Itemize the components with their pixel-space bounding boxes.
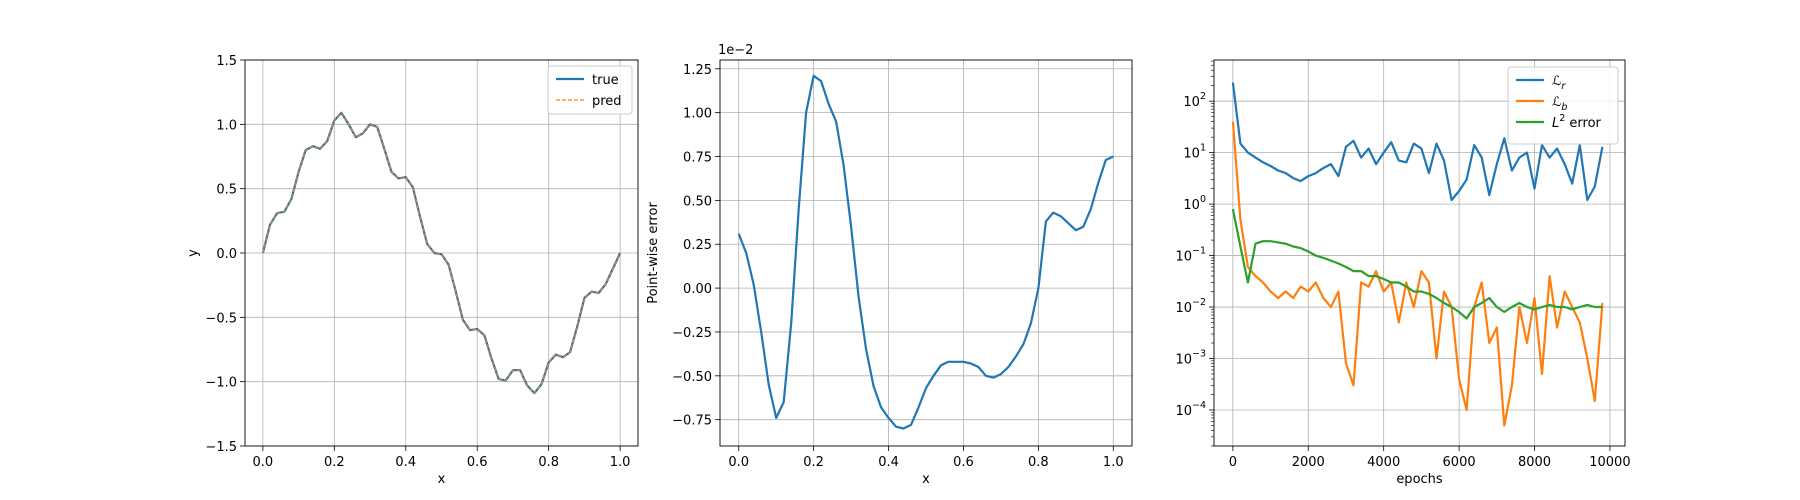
plot-frame [1213,59,1626,447]
y-tick-label: 10−1 [1175,246,1206,265]
x-tick-label: 4000 [1367,455,1400,470]
y-tick-base: 10 [1183,198,1200,213]
x-tick-label: 0.0 [728,455,749,470]
y-tick-exponent: 1 [1200,143,1206,154]
legend-entry-label: ℒr [1552,74,1566,92]
y-tick-label: −0.75 [672,414,712,429]
y-tick-exponent: 0 [1200,194,1206,205]
y-axis-label: Point-wise error [646,202,661,304]
x-axis-label: x [922,472,930,487]
series-line-pred [262,112,621,394]
x-axis-label: epochs [1396,472,1443,487]
chart-panel-1: 0.0 0.2 0.4 0.6 0.8 1.0 −1.5 −1.0 −0.5 0.0 0.5 1.0 1… [186,54,639,487]
y-tick-label: 10−3 [1175,349,1206,368]
x-tick-label: 10000 [1589,455,1630,470]
x-tick-label: 0.6 [467,455,488,470]
y-tick-exponent: −4 [1192,400,1206,411]
y-tick-label: −1.0 [205,376,237,391]
y-tick-label: 1.00 [683,107,712,122]
y-tick-label: 100 [1183,194,1206,213]
x-tick-label: 2000 [1292,455,1325,470]
x-tick-label: 0.2 [324,455,345,470]
y-tick-label: −0.50 [672,370,712,385]
x-tick-label: 0.6 [953,455,974,470]
y-tick-label: −1.5 [205,440,237,455]
y-tick-exponent: −3 [1192,349,1206,360]
x-axis-label: x [438,472,446,487]
chart-panel-3: 0 2000 4000 6000 8000 1000010−410−310−210−110… [1175,59,1631,487]
x-tick-label: 0 [1229,455,1237,470]
x-tick-label: 0.4 [395,455,416,470]
x-tick-label: 0.8 [538,455,559,470]
x-tick-label: 1.0 [610,455,631,470]
series-line--b [1231,121,1604,427]
y-tick-label: 0.75 [683,151,712,166]
y-tick-label: −0.5 [205,311,237,326]
y-tick-base: 10 [1183,95,1200,110]
y-tick-label: 1.5 [216,54,237,69]
legend-entry-label: ℒb [1552,95,1567,113]
plot-frame [244,59,639,447]
legend: true pred [547,65,633,115]
y-tick-base: 10 [1175,301,1192,316]
chart-panel-2: 0.0 0.2 0.4 0.6 0.8 1.0 −0.75 −0.50 −0.25 0.00 0.2… [646,43,1133,487]
series-line-1 [737,74,1114,430]
x-tick-label: 0.8 [1028,455,1049,470]
y-tick-label: 0.5 [216,183,237,198]
y-tick-label: 0.0 [216,247,237,262]
y-axis-label: y [186,249,201,257]
series-line--r [1231,82,1604,202]
y-tick-exponent: −2 [1192,297,1206,308]
x-tick-label: 8000 [1518,455,1551,470]
x-tick-label: 6000 [1443,455,1476,470]
y-tick-label: −0.25 [672,326,712,341]
y-tick-label: 10−2 [1175,297,1206,316]
x-tick-label: 1.0 [1103,455,1124,470]
x-tick-label: 0.2 [803,455,824,470]
legend-box [1507,66,1619,145]
y-tick-exponent: 2 [1200,91,1206,102]
legend-entry-label: pred [592,94,622,109]
y-tick-label: 101 [1183,143,1206,162]
y-tick-label: 1.25 [683,63,712,78]
y-tick-label: 0.50 [683,194,712,209]
y-tick-exponent: −1 [1192,246,1206,257]
y-tick-label: 0.00 [683,282,712,297]
y-tick-label: 1.0 [216,118,237,133]
y-tick-base: 10 [1175,250,1192,265]
plot-frame [719,59,1133,447]
x-tick-label: 0.4 [878,455,899,470]
y-tick-base: 10 [1175,353,1192,368]
legend-entry-label: L2 error [1552,113,1602,131]
series-line-l-error [1231,208,1603,320]
y-tick-label: 10−4 [1175,400,1206,419]
y-tick-label: 0.25 [683,238,712,253]
axis-offset-text: 1e−2 [718,43,753,58]
y-tick-base: 10 [1175,404,1192,419]
x-tick-label: 0.0 [253,455,274,470]
y-tick-base: 10 [1183,147,1200,162]
legend-entry-label: true [592,73,619,88]
y-tick-label: 102 [1183,91,1206,110]
